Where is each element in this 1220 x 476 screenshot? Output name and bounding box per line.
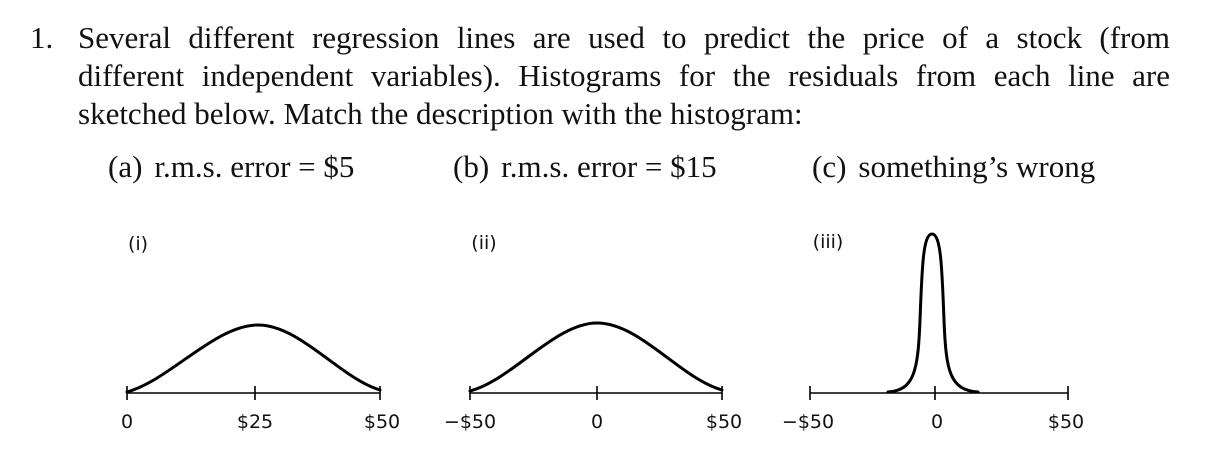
panel-label: (ii) xyxy=(471,232,496,254)
option: (b) r.m.s. error = $15 xyxy=(453,149,717,185)
panel-label: (iii) xyxy=(813,231,844,253)
option-label: (c) xyxy=(812,149,847,184)
question-line: sketched below. Match the description wi… xyxy=(78,96,803,131)
tick-label: $50 xyxy=(1048,411,1084,433)
tick-label: $25 xyxy=(237,411,273,433)
panel: (iii) −$50 0 $50 xyxy=(782,231,1084,433)
panel-label: (i) xyxy=(128,233,148,255)
question-line: different independent variables). Histog… xyxy=(78,58,1170,93)
panel: (ii) −$50 0 $50 xyxy=(444,232,742,433)
option-text: r.m.s. error = $15 xyxy=(501,149,717,184)
tick-label: $50 xyxy=(706,411,742,433)
option-label: (b) xyxy=(453,149,490,184)
tick-label: 0 xyxy=(591,411,603,433)
option-text: something’s wrong xyxy=(858,149,1096,184)
option-text: r.m.s. error = $5 xyxy=(154,149,355,184)
curve xyxy=(886,232,980,394)
curve xyxy=(125,323,382,394)
panel: (i) 0 $25 $50 xyxy=(121,233,400,433)
option-label: (a) xyxy=(108,149,143,184)
tick-label: −$50 xyxy=(782,411,834,433)
tick-label: $50 xyxy=(364,411,400,433)
question-number: 1. xyxy=(30,20,54,55)
option: (c) something’s wrong xyxy=(812,149,1095,185)
curve xyxy=(468,321,724,393)
tick-label: 0 xyxy=(121,411,133,433)
question-line: Several different regression lines are u… xyxy=(78,20,1170,55)
tick-label: −$50 xyxy=(444,411,496,433)
option: (a) r.m.s. error = $5 xyxy=(108,149,354,185)
tick-label: 0 xyxy=(931,411,943,433)
